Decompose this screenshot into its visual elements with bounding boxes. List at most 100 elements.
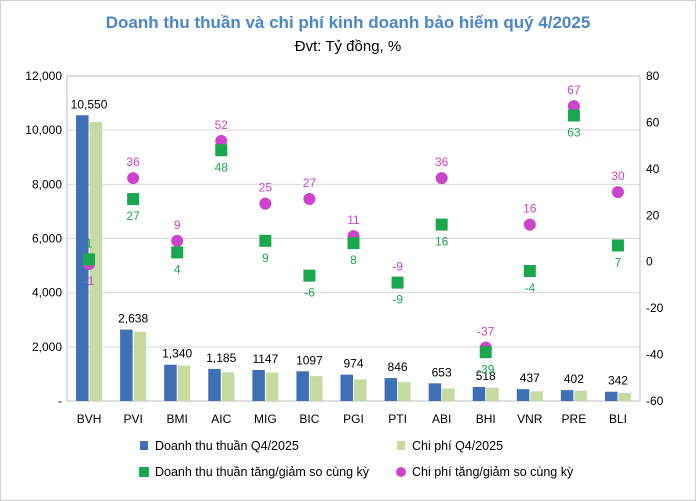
x-tick-label: BVH	[77, 412, 102, 426]
bar-value-label: 846	[388, 360, 408, 374]
y-left-tick-label: 6,000	[32, 232, 62, 246]
bar-value-label: 1097	[296, 353, 323, 367]
marker-doanh-thu-change	[523, 265, 536, 277]
plot-area	[66, 75, 641, 402]
y-right-tick-label: -20	[646, 301, 664, 315]
y-left-tick-label: -	[58, 394, 62, 408]
x-tick-label: ABI	[432, 412, 451, 426]
circle-value-label: -1	[84, 274, 95, 288]
square-value-label: 63	[567, 125, 581, 139]
marker-chi-phi-change	[611, 186, 624, 199]
square-value-label: -6	[304, 286, 315, 300]
square-value-label: 1	[86, 236, 93, 250]
marker-chi-phi-change	[435, 172, 448, 185]
square-value-label: -9	[392, 293, 403, 307]
marker-doanh-thu-change	[215, 144, 228, 157]
marker-chi-phi-change	[215, 135, 228, 147]
bar-value-label: 402	[564, 372, 584, 386]
square-value-label: 48	[215, 160, 229, 174]
circle-value-label: 52	[215, 118, 229, 132]
bar-value-label: 1,185	[206, 351, 236, 365]
circle-value-label: 11	[347, 213, 360, 227]
marker-doanh-thu-change	[479, 346, 492, 359]
y-right-tick-label: 20	[646, 208, 660, 222]
bar-chi-phi	[309, 376, 323, 401]
marker-doanh-thu-change	[83, 253, 96, 266]
x-tick-label: BMI	[167, 412, 188, 426]
y-left-tick-label: 8,000	[32, 177, 62, 191]
marker-chi-phi-change	[567, 100, 580, 113]
square-value-label: 7	[615, 255, 622, 269]
y-left-tick-label: 4,000	[32, 286, 62, 300]
bar-doanh-thu	[516, 389, 530, 401]
bar-doanh-thu	[76, 115, 89, 401]
bar-value-label: 1147	[252, 352, 278, 366]
circle-value-label: -9	[392, 260, 403, 274]
square-value-label: 16	[435, 235, 449, 249]
marker-chi-phi-change	[523, 218, 536, 231]
bar-value-label: 342	[608, 374, 628, 388]
x-tick-label: PTI	[388, 412, 407, 426]
circle-value-label: 30	[611, 169, 625, 183]
bar-chi-phi	[354, 379, 367, 401]
chart-title: Doanh thu thuần và chi phí kinh doanh bả…	[105, 13, 591, 32]
square-value-label: -39	[477, 362, 495, 376]
bar-doanh-thu	[252, 369, 265, 401]
square-value-label: -4	[524, 281, 535, 295]
y-right-tick-label: -60	[646, 394, 664, 408]
bar-doanh-thu	[428, 383, 442, 401]
legend-marker	[396, 467, 406, 477]
y-right-tick-label: -40	[646, 348, 664, 362]
legend-label: Chi phí tăng/giảm so cùng kỳ	[412, 465, 574, 479]
x-tick-label: PGI	[343, 412, 364, 426]
x-tick-label: BLI	[609, 412, 627, 426]
bar-chi-phi	[530, 391, 543, 401]
x-tick-label: BHI	[476, 412, 496, 426]
bar-value-label: 437	[520, 371, 540, 385]
marker-chi-phi-change	[171, 234, 184, 247]
marker-doanh-thu-change	[611, 239, 624, 252]
circle-value-label: 67	[567, 83, 581, 97]
bar-chi-phi	[221, 372, 235, 401]
bar-chi-phi	[133, 331, 147, 401]
x-tick-label: VNR	[517, 412, 543, 426]
marker-chi-phi-change	[259, 197, 272, 210]
circle-value-label: -37	[477, 325, 495, 339]
bar-value-label: 518	[476, 369, 496, 383]
legend-marker	[397, 441, 405, 450]
x-tick-label: MIG	[254, 412, 277, 426]
y-left-tick-label: 2,000	[32, 340, 62, 354]
x-tick-label: AIC	[211, 412, 231, 426]
bar-chi-phi	[442, 388, 455, 401]
bar-chi-phi	[574, 390, 587, 401]
bar-doanh-thu	[560, 390, 574, 401]
legend-label: Chi phí Q4/2025	[412, 439, 503, 453]
bar-doanh-thu	[472, 386, 486, 401]
bar-chi-phi	[265, 372, 279, 401]
legend-label: Doanh thu thuần tăng/giảm so cùng kỳ	[155, 465, 370, 479]
circle-value-label: 36	[126, 155, 140, 169]
bar-chi-phi	[486, 387, 499, 401]
y-left-tick-label: 10,000	[25, 123, 62, 137]
marker-doanh-thu-change	[435, 218, 448, 231]
legend-label: Doanh thu thuần Q4/2025	[155, 439, 299, 453]
square-value-label: 9	[262, 251, 269, 265]
bar-chi-phi	[177, 365, 191, 401]
bar-doanh-thu	[384, 378, 398, 401]
bar-value-label: 653	[432, 365, 452, 379]
bar-value-label: 1,340	[162, 347, 192, 361]
marker-doanh-thu-change	[303, 269, 316, 282]
square-value-label: 27	[126, 209, 140, 223]
circle-value-label: 25	[259, 181, 273, 195]
bar-doanh-thu	[164, 364, 177, 401]
marker-chi-phi-change	[303, 193, 316, 206]
bar-chi-phi	[398, 382, 411, 401]
legend-marker	[140, 441, 148, 450]
bar-doanh-thu	[120, 329, 133, 401]
bar-chi-phi	[89, 122, 103, 402]
marker-doanh-thu-change	[347, 237, 360, 250]
legend-marker	[139, 467, 149, 477]
bar-doanh-thu	[604, 391, 618, 401]
bar-value-label: 10,550	[71, 97, 108, 111]
